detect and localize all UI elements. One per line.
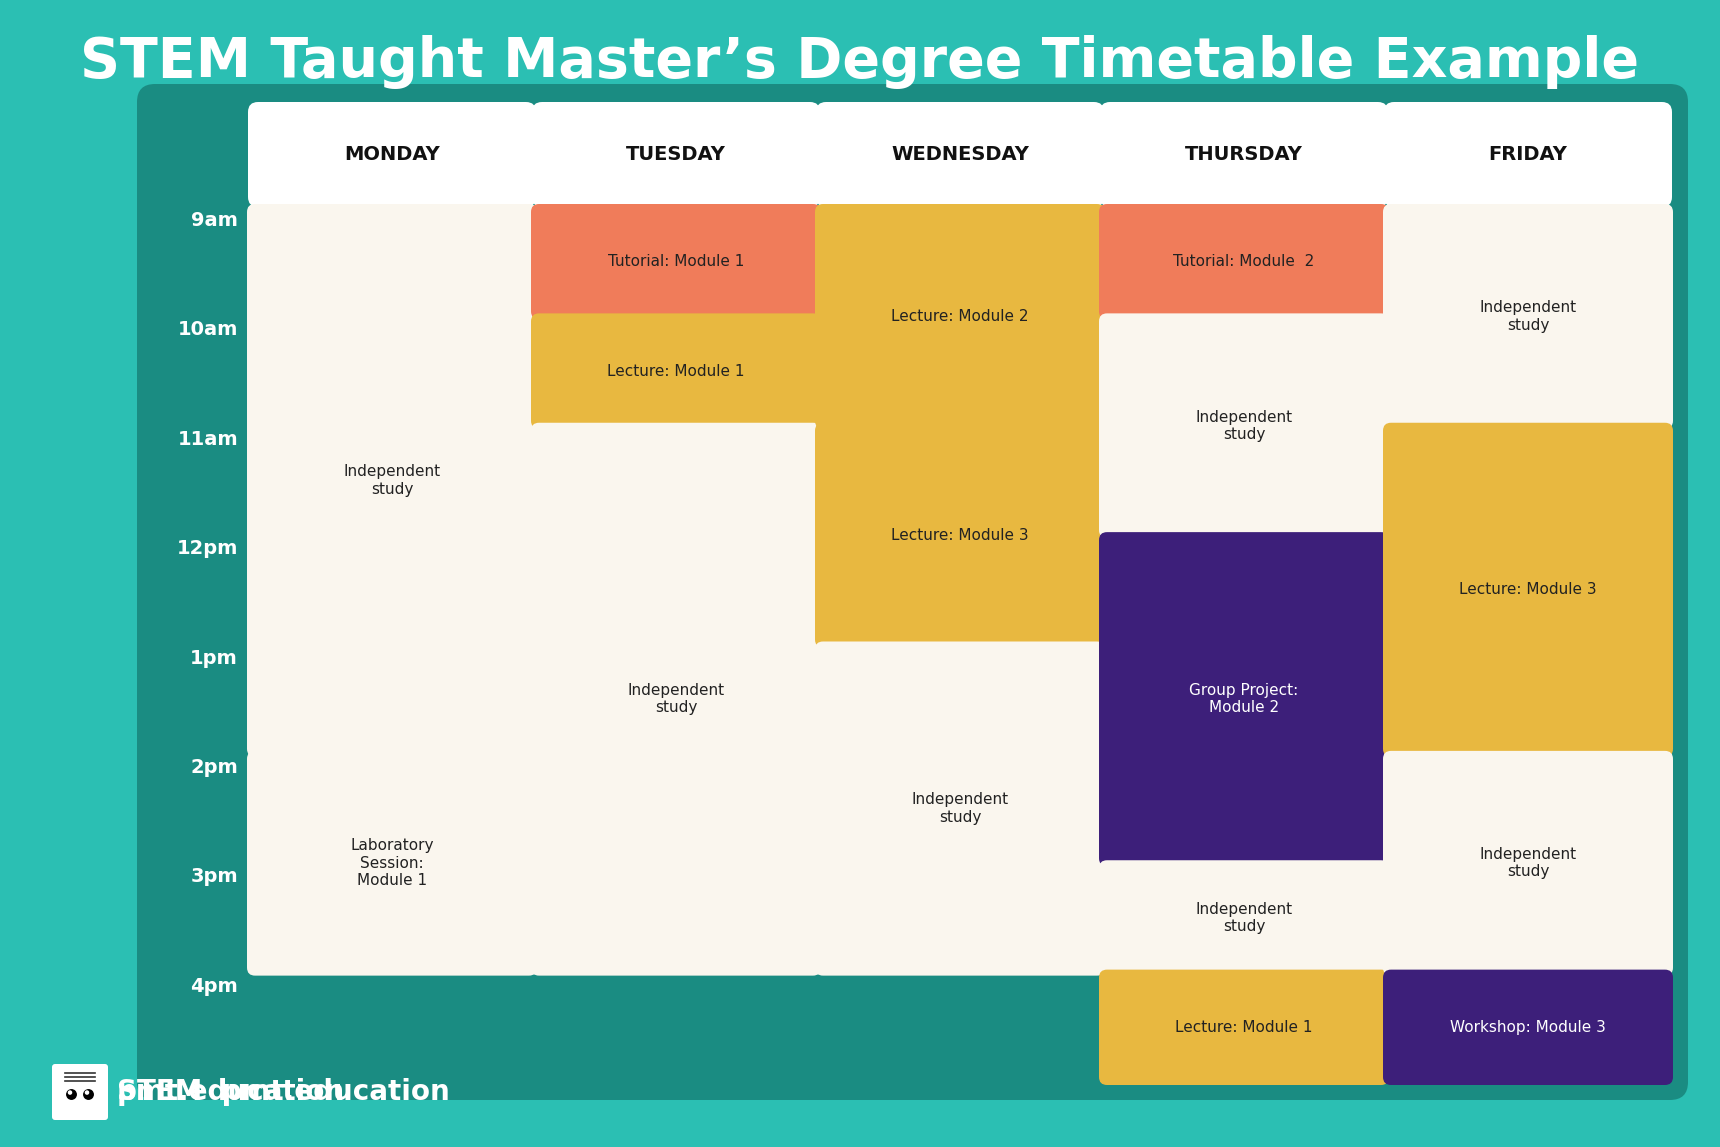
Text: 9am: 9am — [191, 211, 237, 231]
Text: 2pm: 2pm — [191, 758, 237, 777]
FancyBboxPatch shape — [248, 751, 537, 976]
Circle shape — [67, 1091, 72, 1095]
Text: 12pm: 12pm — [177, 539, 237, 559]
FancyBboxPatch shape — [248, 204, 537, 757]
FancyBboxPatch shape — [815, 102, 1104, 206]
Text: Lecture: Module 3: Lecture: Module 3 — [891, 528, 1029, 543]
Text: 4pm: 4pm — [191, 976, 237, 996]
Circle shape — [65, 1089, 77, 1101]
Text: Lecture: Module 1: Lecture: Module 1 — [607, 364, 745, 379]
Text: Lecture: Module 2: Lecture: Module 2 — [891, 309, 1029, 323]
Text: Independent
study: Independent study — [1195, 902, 1292, 934]
FancyBboxPatch shape — [815, 641, 1104, 976]
Text: Tutorial: Module 1: Tutorial: Module 1 — [607, 255, 745, 270]
FancyBboxPatch shape — [1099, 969, 1390, 1085]
Text: TUESDAY: TUESDAY — [626, 145, 726, 164]
FancyBboxPatch shape — [138, 84, 1687, 1100]
FancyBboxPatch shape — [52, 1064, 108, 1119]
Text: Workshop: Module 3: Workshop: Module 3 — [1450, 1020, 1606, 1035]
Text: MONDAY: MONDAY — [344, 145, 440, 164]
Circle shape — [84, 1091, 89, 1095]
FancyBboxPatch shape — [1099, 204, 1390, 319]
FancyBboxPatch shape — [531, 204, 820, 319]
Text: 3pm: 3pm — [191, 867, 237, 887]
FancyBboxPatch shape — [1383, 969, 1674, 1085]
FancyBboxPatch shape — [1101, 102, 1388, 206]
Text: 10am: 10am — [177, 320, 237, 340]
Text: Group Project:
Module 2: Group Project: Module 2 — [1189, 682, 1299, 716]
Text: Independent
study: Independent study — [1195, 409, 1292, 442]
FancyBboxPatch shape — [531, 313, 820, 429]
FancyBboxPatch shape — [531, 102, 820, 206]
Text: 11am: 11am — [177, 430, 237, 448]
FancyBboxPatch shape — [1383, 423, 1674, 757]
FancyBboxPatch shape — [1383, 751, 1674, 976]
FancyBboxPatch shape — [1099, 860, 1390, 976]
Text: THURSDAY: THURSDAY — [1185, 145, 1304, 164]
FancyBboxPatch shape — [1385, 102, 1672, 206]
Text: Tutorial: Module  2: Tutorial: Module 2 — [1173, 255, 1314, 270]
Text: Independent
study: Independent study — [344, 465, 440, 497]
Text: Lecture: Module 1: Lecture: Module 1 — [1175, 1020, 1312, 1035]
Text: FRIDAY: FRIDAY — [1488, 145, 1567, 164]
FancyBboxPatch shape — [1383, 204, 1674, 429]
Text: Independent
study: Independent study — [1479, 301, 1577, 333]
Text: Independent
study: Independent study — [1479, 846, 1577, 880]
Text: STEM Taught Master’s Degree Timetable Example: STEM Taught Master’s Degree Timetable Ex… — [81, 36, 1639, 89]
FancyBboxPatch shape — [531, 423, 820, 976]
FancyBboxPatch shape — [1099, 532, 1390, 866]
FancyBboxPatch shape — [1099, 313, 1390, 538]
Text: Independent
study: Independent study — [628, 682, 724, 716]
Text: 1pm: 1pm — [191, 648, 237, 668]
Text: Lecture: Module 3: Lecture: Module 3 — [1459, 583, 1596, 598]
FancyBboxPatch shape — [815, 204, 1104, 429]
Text: WEDNESDAY: WEDNESDAY — [891, 145, 1029, 164]
Text: STEM  pmt.education: STEM pmt.education — [117, 1078, 449, 1106]
Text: Independent
study: Independent study — [912, 793, 1008, 825]
Text: pmt.education: pmt.education — [117, 1078, 346, 1106]
FancyBboxPatch shape — [815, 423, 1104, 648]
Circle shape — [83, 1089, 95, 1101]
FancyBboxPatch shape — [248, 102, 537, 206]
Text: Laboratory
Session:
Module 1: Laboratory Session: Module 1 — [351, 838, 433, 888]
